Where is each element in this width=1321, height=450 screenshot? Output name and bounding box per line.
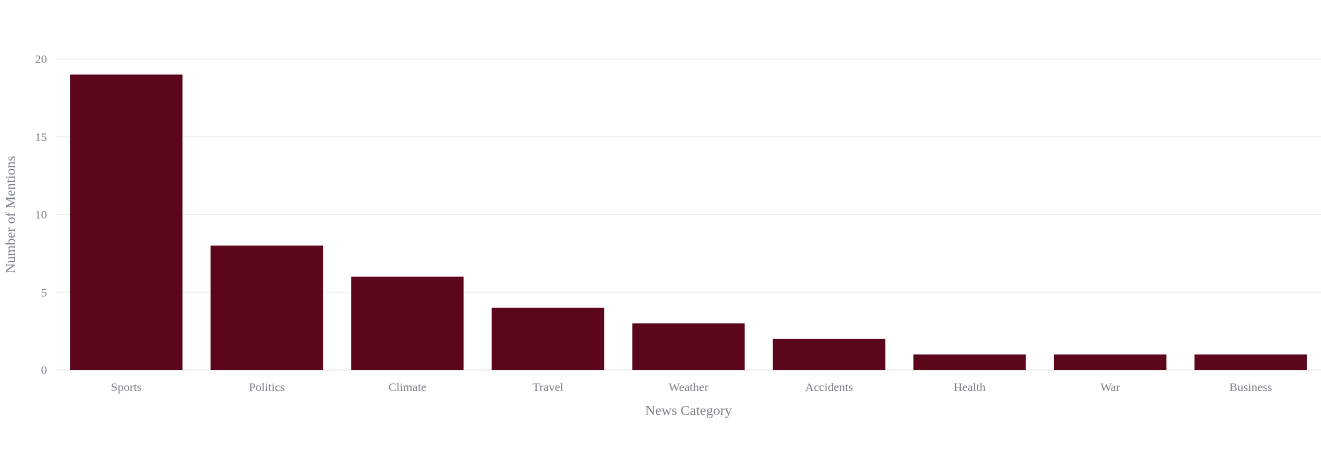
x-tick-label-climate: Climate xyxy=(388,380,426,394)
y-tick-label: 5 xyxy=(41,285,47,299)
x-axis-title: News Category xyxy=(645,404,732,419)
x-axis-ticks: Sports Politics Climate Travel Weather Accide… xyxy=(111,380,1272,394)
bar-climate[interactable] xyxy=(351,276,464,370)
bar-politics[interactable] xyxy=(210,245,324,370)
bar-business[interactable] xyxy=(1194,354,1307,370)
y-axis-title: Number of Mentions xyxy=(4,156,19,273)
x-tick-label-sports: Sports xyxy=(111,380,142,394)
y-tick-label: 0 xyxy=(41,363,47,377)
bar-sports[interactable] xyxy=(70,74,183,371)
x-tick-label-war: War xyxy=(1100,380,1120,394)
x-tick-label-business: Business xyxy=(1229,380,1272,394)
y-tick-label: 20 xyxy=(35,52,47,66)
x-tick-label-weather: Weather xyxy=(669,380,709,394)
bar-weather[interactable] xyxy=(632,323,745,370)
x-tick-label-health: Health xyxy=(954,380,986,394)
bars xyxy=(70,74,1307,371)
y-tick-label: 10 xyxy=(35,208,47,222)
bar-war[interactable] xyxy=(1053,354,1167,370)
bar-travel[interactable] xyxy=(491,307,605,370)
y-tick-label: 15 xyxy=(35,130,47,144)
x-tick-label-accidents: Accidents xyxy=(805,380,853,394)
y-axis-ticks: 0 5 10 15 20 xyxy=(35,52,47,377)
x-tick-label-travel: Travel xyxy=(532,380,564,394)
x-tick-label-politics: Politics xyxy=(249,380,285,394)
bar-accidents[interactable] xyxy=(772,338,886,370)
bar-health[interactable] xyxy=(913,354,1026,370)
